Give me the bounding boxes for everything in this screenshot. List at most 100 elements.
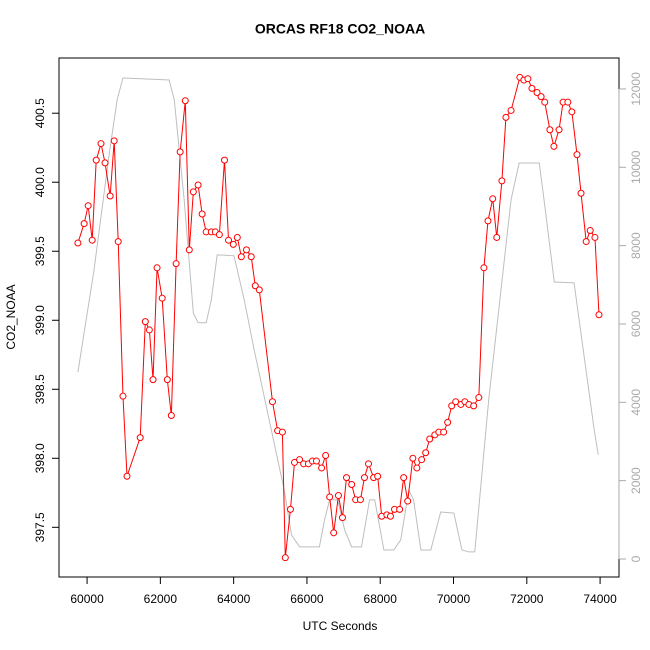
data-point [404, 497, 412, 505]
data-point [595, 311, 603, 319]
data-point [158, 294, 166, 302]
data-point [426, 435, 434, 443]
x-axis-label: UTC Seconds [303, 619, 378, 633]
y-tick-label: 400.0 [33, 167, 47, 197]
data-point [409, 454, 417, 462]
data-point [114, 238, 122, 246]
data-point [97, 140, 105, 148]
y2-tick-label: 8000 [629, 232, 643, 259]
x-tick-label: 62000 [144, 592, 178, 606]
data-point [330, 529, 338, 537]
data-point [181, 97, 189, 105]
data-point [167, 412, 175, 420]
x-tick-label: 68000 [364, 592, 398, 606]
x-tick-label: 74000 [583, 592, 617, 606]
y2-tick-label: 10000 [629, 150, 643, 184]
data-point [101, 159, 109, 167]
data-point [119, 392, 127, 400]
data-point [281, 554, 289, 562]
data-point [498, 177, 506, 185]
data-point [586, 227, 594, 235]
data-point [400, 474, 408, 482]
data-point [185, 246, 193, 254]
data-point [74, 239, 82, 247]
data-point [312, 457, 320, 465]
x-tick-label: 64000 [217, 592, 251, 606]
data-point [396, 505, 404, 513]
data-point [242, 246, 250, 254]
data-point [136, 434, 144, 442]
data-point [537, 93, 545, 101]
data-point [440, 428, 448, 436]
x-tick-label: 70000 [437, 592, 471, 606]
data-point [484, 217, 492, 225]
data-point [233, 233, 241, 241]
data-point [360, 474, 368, 482]
data-point [348, 481, 356, 489]
data-point [475, 394, 483, 402]
data-point [502, 113, 510, 121]
data-point [480, 264, 488, 272]
data-point [470, 402, 478, 410]
data-point [88, 236, 96, 244]
data-point [220, 156, 228, 164]
data-point [172, 260, 180, 268]
data-point [448, 402, 456, 410]
y-tick-label: 400.5 [33, 98, 47, 128]
data-point [84, 202, 92, 210]
data-point [194, 181, 202, 189]
data-point [577, 189, 585, 197]
data-point [591, 233, 599, 241]
data-point [374, 472, 382, 480]
y-tick-label: 399.5 [33, 236, 47, 266]
data-point [237, 253, 245, 261]
y-tick-label: 397.5 [33, 512, 47, 542]
data-point [110, 137, 118, 145]
data-point [141, 318, 149, 326]
data-point [418, 456, 426, 464]
y2-tick-label: 2000 [629, 467, 643, 494]
series-line [77, 76, 600, 558]
data-point [334, 492, 342, 500]
y2-tick-label: 4000 [629, 389, 643, 416]
y2-tick-label: 0 [629, 555, 643, 562]
x-tick-label: 72000 [510, 592, 544, 606]
data-point [528, 84, 536, 92]
data-point [318, 464, 326, 472]
data-point [338, 514, 346, 522]
data-point [356, 496, 364, 504]
y2-tick-label: 6000 [629, 310, 643, 337]
data-point [176, 148, 184, 156]
data-point [92, 156, 100, 164]
series-line [77, 77, 599, 553]
data-point [582, 238, 590, 246]
data-point [278, 428, 286, 436]
data-point [493, 233, 501, 241]
x-tick-label: 66000 [290, 592, 324, 606]
x-tick-label: 60000 [70, 592, 104, 606]
data-point [225, 236, 233, 244]
y-tick-label: 399.0 [33, 305, 47, 335]
data-point [268, 398, 276, 406]
data-point [386, 512, 394, 520]
data-point [153, 264, 161, 272]
y2-tick-label: 12000 [629, 72, 643, 106]
data-point [163, 376, 171, 384]
data-point [364, 460, 372, 468]
data-point [533, 89, 541, 97]
data-point [489, 195, 497, 203]
data-point [413, 464, 421, 472]
data-point [145, 326, 153, 334]
data-point [247, 253, 255, 261]
data-point [106, 192, 114, 200]
data-point [322, 452, 330, 460]
data-point [564, 98, 572, 106]
data-point [444, 418, 452, 426]
data-point [229, 240, 237, 248]
data-point [343, 474, 351, 482]
data-point [286, 505, 294, 513]
data-point [215, 231, 223, 239]
data-point [80, 220, 88, 228]
y-tick-label: 398.0 [33, 443, 47, 473]
